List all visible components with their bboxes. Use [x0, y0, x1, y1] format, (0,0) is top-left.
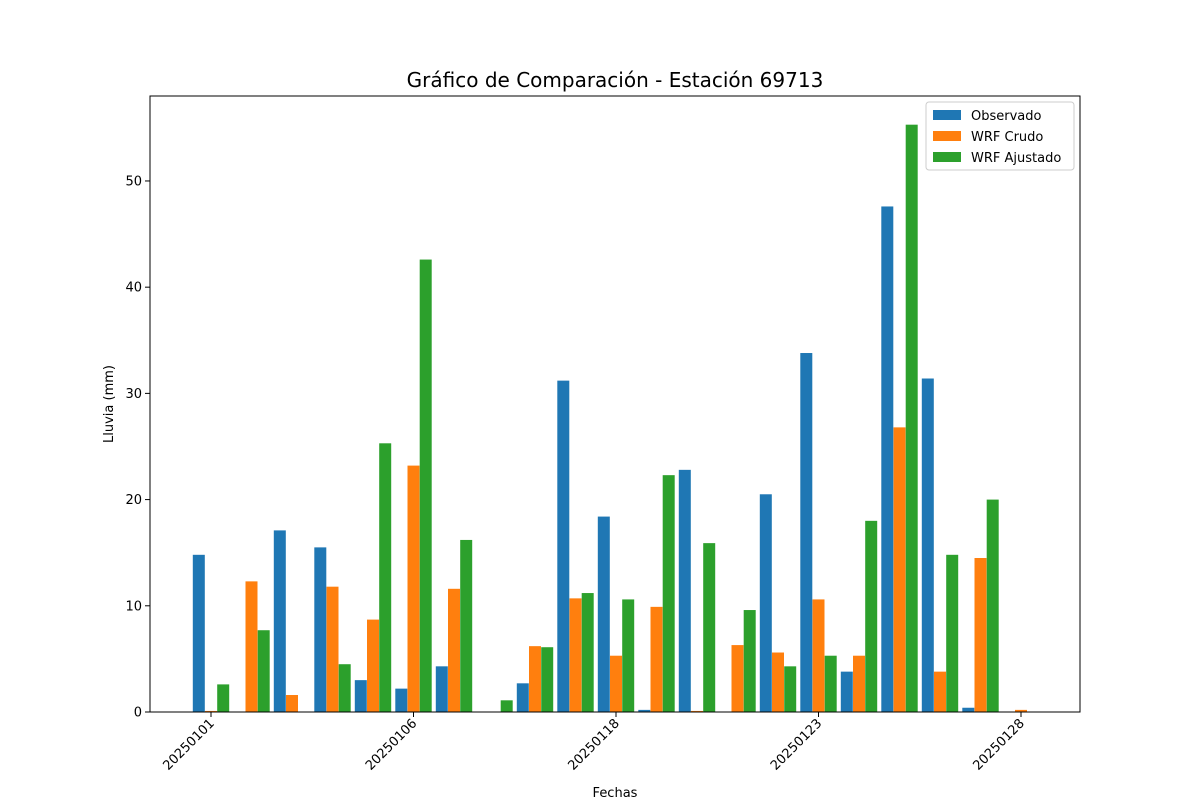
- legend-swatch: [933, 110, 961, 120]
- bar-wrf-crudo-10: [610, 655, 622, 712]
- bar-wrf-crudo-0: [205, 710, 217, 712]
- legend-swatch: [933, 131, 961, 141]
- bar-wrf-crudo-3: [326, 586, 339, 712]
- bar-wrf-ajustado-15: [824, 655, 837, 712]
- bar-wrf-crudo-12: [691, 710, 703, 712]
- y-tick-label: 30: [125, 387, 142, 402]
- legend-entry-label: Observado: [971, 109, 1042, 124]
- bar-wrf-ajustado-8: [541, 647, 554, 712]
- bar-observado-2: [273, 530, 286, 712]
- x-axis-label: Fechas: [593, 786, 638, 800]
- legend-swatch: [933, 152, 961, 162]
- legend: Observado WRF Crudo WRF Ajustado: [925, 101, 1075, 171]
- bar-wrf-crudo-2: [286, 695, 298, 712]
- bar-observado-4: [354, 680, 367, 712]
- bar-observado-18: [921, 378, 934, 712]
- bar-wrf-crudo-14: [772, 652, 784, 712]
- bar-wrf-crudo-18: [934, 671, 946, 712]
- bar-observado-12: [678, 469, 691, 712]
- y-tick-label: 0: [134, 706, 142, 721]
- bar-wrf-crudo-20: [1015, 709, 1027, 712]
- bar-wrf-ajustado-7: [500, 700, 513, 712]
- bar-observado-19: [962, 707, 975, 712]
- bar-wrf-crudo-6: [448, 588, 460, 712]
- bar-wrf-ajustado-14: [784, 666, 797, 712]
- bar-wrf-crudo-9: [569, 598, 582, 712]
- bar-wrf-ajustado-6: [460, 539, 473, 712]
- bar-wrf-crudo-8: [529, 646, 541, 712]
- bar-observado-15: [800, 353, 813, 712]
- bar-observado-16: [840, 671, 853, 712]
- y-axis-ticks: 0 10 20 30 40 50: [125, 174, 150, 721]
- plot-frame: [149, 95, 1081, 713]
- bar-wrf-ajustado-0: [217, 684, 230, 712]
- bar-observado-8: [516, 683, 529, 712]
- y-tick-label: 50: [125, 174, 142, 189]
- bar-wrf-crudo-17: [893, 427, 906, 712]
- y-tick-label: 40: [125, 281, 142, 296]
- bar-wrf-ajustado-10: [622, 599, 635, 712]
- bar-observado-10: [597, 516, 610, 712]
- y-tick-label: 20: [125, 493, 142, 508]
- bar-wrf-crudo-19: [974, 558, 987, 712]
- y-tick-label: 10: [125, 599, 142, 614]
- bar-observado-0: [192, 554, 205, 712]
- bar-wrf-ajustado-1: [257, 630, 270, 712]
- bar-observado-3: [314, 547, 327, 712]
- bar-wrf-ajustado-5: [419, 259, 432, 712]
- y-axis-label: Lluvia (mm): [102, 365, 117, 443]
- bar-observado-11: [638, 709, 651, 712]
- bar-wrf-crudo-4: [367, 619, 379, 712]
- bar-wrf-ajustado-12: [703, 543, 716, 712]
- bar-observado-14: [759, 494, 772, 712]
- bar-observado-17: [881, 206, 894, 712]
- bar-wrf-ajustado-16: [865, 520, 878, 712]
- bar-wrf-crudo-15: [812, 599, 825, 712]
- bar-wrf-ajustado-11: [662, 475, 675, 712]
- bar-wrf-crudo-16: [853, 655, 865, 712]
- bar-wrf-ajustado-3: [338, 664, 351, 712]
- bar-wrf-ajustado-9: [581, 593, 594, 712]
- bar-observado-9: [557, 380, 570, 712]
- bar-wrf-crudo-13: [731, 645, 744, 712]
- bar-wrf-ajustado-18: [946, 554, 959, 712]
- legend-entry-label: WRF Crudo: [971, 130, 1043, 145]
- bars-group: [192, 124, 1027, 713]
- bar-wrf-ajustado-4: [379, 443, 392, 712]
- bar-wrf-ajustado-19: [986, 499, 999, 712]
- legend-box: [925, 101, 1075, 171]
- bar-wrf-crudo-11: [650, 606, 663, 712]
- bar-wrf-crudo-1: [245, 581, 258, 712]
- bar-observado-5: [395, 688, 408, 712]
- legend-entry-label: WRF Ajustado: [971, 151, 1061, 166]
- bar-wrf-ajustado-17: [905, 124, 918, 713]
- bar-observado-6: [435, 666, 448, 712]
- bar-wrf-crudo-5: [407, 465, 420, 712]
- chart-title: Gráfico de Comparación - Estación 69713: [407, 68, 824, 92]
- bar-wrf-ajustado-13: [743, 610, 756, 712]
